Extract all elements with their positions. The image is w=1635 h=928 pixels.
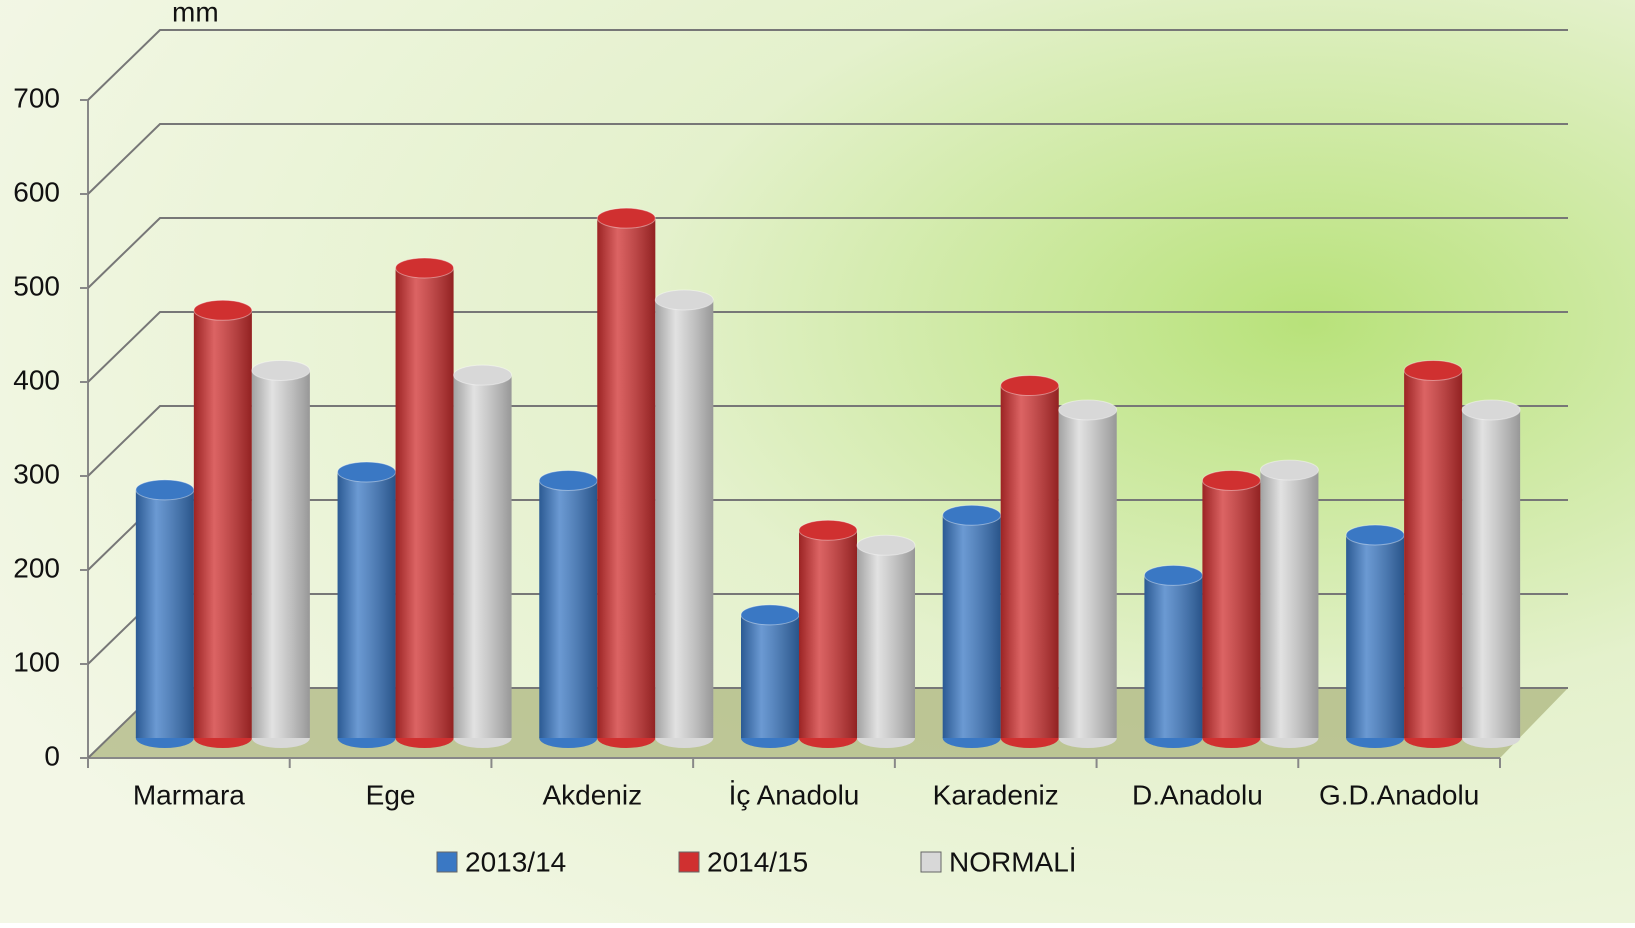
- bar-shade: [1462, 409, 1521, 738]
- bar-shade: [597, 218, 656, 738]
- bar-shade: [135, 489, 194, 738]
- bar-shade: [857, 545, 915, 738]
- y-tick-label: 200: [13, 552, 60, 583]
- bar-shade: [741, 614, 799, 738]
- bar-top: [538, 469, 598, 491]
- grid-line: [87, 311, 1568, 383]
- y-tick-label: 700: [13, 82, 60, 113]
- bar-shade: [337, 471, 396, 738]
- grid-line: [87, 123, 1568, 195]
- bar-shade: [1058, 409, 1117, 738]
- bar-top: [596, 207, 656, 229]
- bar-top: [856, 534, 916, 556]
- bar-top: [135, 479, 195, 501]
- y-tick-label: 0: [44, 740, 60, 771]
- x-tick-label: Ege: [366, 779, 416, 810]
- bar-top: [1201, 469, 1261, 491]
- bar-shade: [942, 515, 1001, 738]
- x-tick-label: Akdeniz: [542, 779, 642, 810]
- grid-line: [87, 217, 1568, 289]
- bar-top: [798, 519, 858, 541]
- bar-shade: [655, 299, 714, 738]
- bar-shade: [799, 530, 857, 738]
- y-tick-label: 600: [13, 176, 60, 207]
- bar-top: [942, 504, 1002, 526]
- bar-shade: [1404, 370, 1463, 738]
- legend-swatch: [920, 851, 942, 873]
- bar-shade: [1144, 575, 1203, 738]
- bar-top: [1403, 359, 1463, 381]
- legend-swatch: [678, 851, 700, 873]
- y-tick-label: 400: [13, 364, 60, 395]
- bar-shade: [1260, 470, 1319, 738]
- bar-top: [740, 604, 800, 626]
- bar-top: [654, 289, 714, 311]
- bar-top: [337, 461, 397, 483]
- bar-shade: [539, 480, 598, 738]
- bar-shade: [453, 375, 512, 738]
- x-tick-label: Marmara: [133, 779, 245, 810]
- bar-top: [1058, 399, 1118, 421]
- bar-top: [1345, 524, 1405, 546]
- bar-shade: [1202, 480, 1261, 738]
- legend-label: 2013/14: [465, 846, 566, 877]
- bar-top: [193, 299, 253, 321]
- y-tick-label: 500: [13, 270, 60, 301]
- y-axis-label: mm: [172, 0, 219, 27]
- bar-top: [1259, 459, 1319, 481]
- grid-line: [87, 29, 1568, 101]
- legend-label: NORMALİ: [949, 846, 1077, 877]
- bar-top: [251, 359, 311, 381]
- y-tick-label: 100: [13, 646, 60, 677]
- bar-shade: [395, 268, 454, 738]
- bar-shade: [193, 310, 252, 738]
- x-tick-label: Karadeniz: [933, 779, 1059, 810]
- bar-shade: [251, 370, 310, 738]
- x-tick-label: G.D.Anadolu: [1319, 779, 1479, 810]
- x-tick-label: İç Anadolu: [729, 779, 860, 810]
- bar-top: [395, 257, 455, 279]
- y-tick-label: 300: [13, 458, 60, 489]
- bar-top: [1000, 375, 1060, 396]
- bar-top: [1143, 564, 1203, 586]
- legend-swatch: [436, 851, 458, 873]
- bar-top: [1461, 399, 1521, 421]
- bar-top: [453, 364, 513, 386]
- x-tick-label: D.Anadolu: [1132, 779, 1263, 810]
- bar-shade: [1346, 534, 1405, 738]
- legend-label: 2014/15: [707, 846, 808, 877]
- bar-shade: [1000, 385, 1059, 738]
